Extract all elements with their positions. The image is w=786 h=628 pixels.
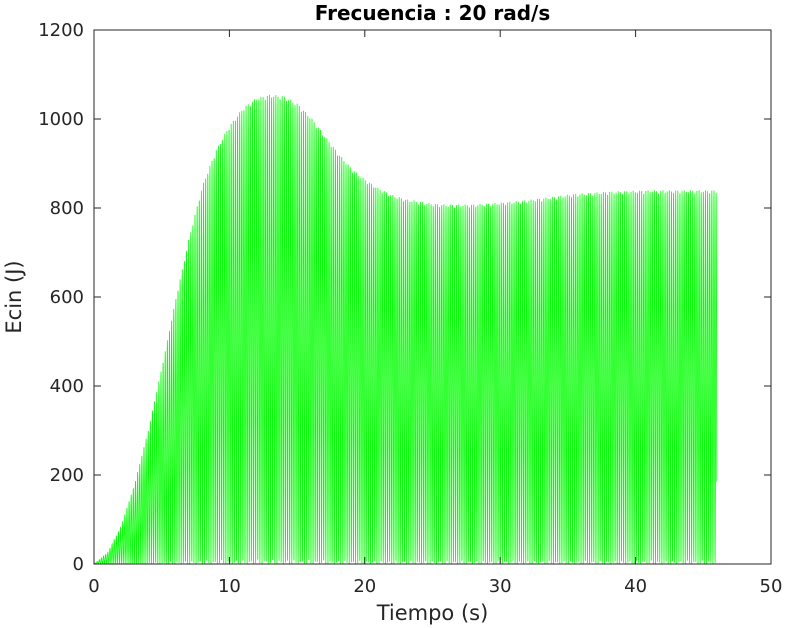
y-tick-label: 0	[73, 554, 84, 575]
y-tick-label: 200	[50, 465, 84, 486]
y-axis-ticks: 0 200 400 600 800 1000 1200	[38, 20, 771, 575]
x-tick-label: 40	[624, 576, 647, 597]
y-axis-label: Ecin (J)	[2, 260, 26, 333]
y-tick-label: 600	[50, 287, 84, 308]
series-layer	[94, 94, 718, 566]
y-tick-label: 1200	[38, 20, 84, 41]
x-tick-label: 20	[353, 576, 376, 597]
x-tick-label: 50	[760, 576, 783, 597]
y-tick-label: 800	[50, 198, 84, 219]
x-axis-ticks: 0 10 20 30 40 50	[88, 30, 782, 597]
series-line-0	[94, 94, 718, 566]
x-tick-label: 0	[88, 576, 99, 597]
x-tick-label: 10	[218, 576, 241, 597]
y-tick-label: 400	[50, 376, 84, 397]
y-tick-label: 1000	[38, 109, 84, 130]
chart-title: Frecuencia : 20 rad/s	[315, 1, 551, 25]
x-tick-label: 30	[489, 576, 512, 597]
x-axis-label: Tiempo (s)	[376, 601, 489, 625]
